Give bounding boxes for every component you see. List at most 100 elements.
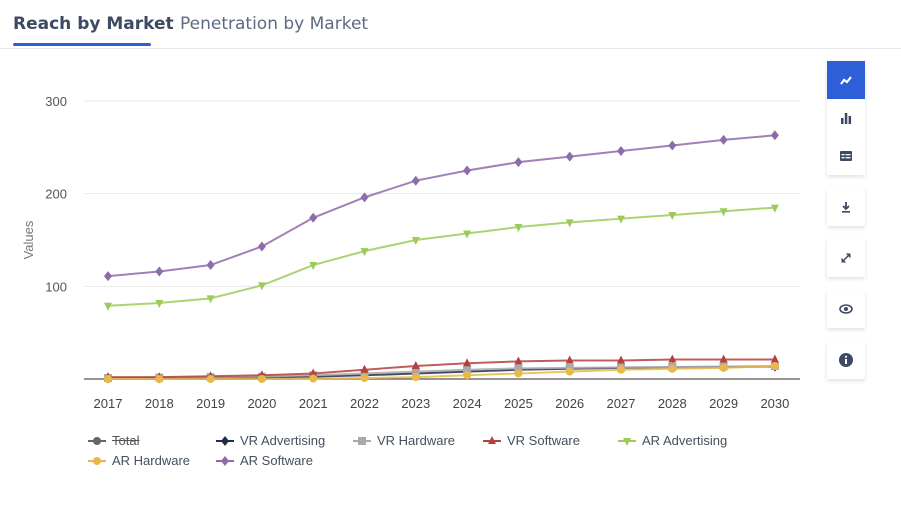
legend-item-vr-hardware[interactable]: VR Hardware (353, 433, 455, 448)
legend-marker-icon (353, 436, 371, 445)
legend-item-ar-hardware[interactable]: AR Hardware (88, 453, 190, 468)
legend-item-ar-software[interactable]: AR Software (216, 453, 313, 468)
data-point-vr-hardware[interactable] (360, 369, 369, 378)
data-point-ar-hardware[interactable] (719, 363, 728, 372)
data-point-ar-hardware[interactable] (565, 367, 574, 376)
data-point-vr-software[interactable] (463, 358, 472, 367)
data-point-vr-software[interactable] (565, 355, 574, 364)
x-tick-label: 2029 (709, 396, 738, 411)
data-point-ar-advertising[interactable] (514, 224, 523, 233)
data-point-ar-software[interactable] (770, 130, 779, 141)
x-tick-label: 2017 (94, 396, 123, 411)
data-point-vr-software[interactable] (617, 355, 625, 364)
data-point-ar-advertising[interactable] (155, 300, 164, 309)
x-tick-label: 2020 (247, 396, 276, 411)
data-point-ar-software[interactable] (155, 266, 164, 277)
legend-marker-icon (618, 437, 636, 446)
data-point-ar-advertising[interactable] (309, 262, 318, 271)
data-point-vr-software[interactable] (770, 354, 779, 363)
data-point-ar-hardware[interactable] (617, 365, 625, 374)
tab-reach-by-market[interactable]: Reach by Market (13, 14, 174, 34)
data-point-vr-software[interactable] (719, 354, 728, 363)
visibility-group (827, 290, 865, 328)
table-button[interactable] (827, 137, 865, 175)
info-button[interactable] (827, 341, 865, 379)
data-point-ar-software[interactable] (309, 212, 318, 223)
series-line-ar-software (107, 134, 775, 278)
line-chart-button[interactable] (827, 61, 865, 99)
data-point-vr-software[interactable] (668, 354, 677, 363)
expand-button[interactable] (827, 239, 865, 277)
data-point-vr-hardware[interactable] (514, 364, 523, 373)
data-point-ar-software[interactable] (206, 260, 215, 271)
data-point-vr-software[interactable] (360, 364, 369, 373)
x-tick-label: 2021 (299, 396, 328, 411)
legend-item-vr-software[interactable]: VR Software (483, 433, 580, 448)
x-tick-label: 2030 (760, 396, 789, 411)
data-point-ar-hardware[interactable] (104, 375, 112, 383)
data-point-ar-advertising[interactable] (565, 219, 574, 228)
data-point-ar-advertising[interactable] (206, 295, 215, 304)
data-point-ar-hardware[interactable] (257, 375, 266, 383)
data-point-vr-hardware[interactable] (411, 367, 420, 376)
data-point-ar-software[interactable] (668, 140, 677, 151)
x-tick-label: 2024 (453, 396, 482, 411)
tab-bar: Reach by Market Penetration by Market (0, 0, 901, 49)
data-point-ar-hardware[interactable] (309, 374, 318, 383)
data-point-ar-software[interactable] (719, 134, 728, 145)
data-point-ar-software[interactable] (104, 271, 112, 282)
data-point-ar-advertising[interactable] (719, 208, 728, 217)
legend-item-total[interactable]: Total (88, 433, 139, 448)
data-point-ar-advertising[interactable] (770, 204, 779, 213)
data-point-ar-advertising[interactable] (360, 248, 369, 257)
tab-penetration-by-market[interactable]: Penetration by Market (180, 14, 369, 34)
table-icon (840, 151, 852, 161)
y-tick-label: 100 (45, 279, 67, 294)
data-point-ar-hardware[interactable] (206, 375, 215, 383)
data-point-ar-hardware[interactable] (411, 373, 420, 382)
legend-marker-icon (216, 455, 234, 466)
legend-label: VR Advertising (240, 433, 326, 448)
download-icon (842, 202, 850, 213)
chart-type-group (827, 61, 865, 175)
data-point-ar-advertising[interactable] (668, 211, 677, 220)
data-point-vr-software[interactable] (514, 356, 523, 365)
x-tick-label: 2027 (607, 396, 636, 411)
data-point-ar-advertising[interactable] (617, 215, 625, 224)
visibility-button[interactable] (827, 290, 865, 328)
data-point-ar-software[interactable] (463, 165, 472, 176)
x-tick-label: 2028 (658, 396, 687, 411)
legend-label: AR Hardware (112, 453, 191, 468)
data-point-ar-hardware[interactable] (668, 364, 677, 373)
data-point-ar-software[interactable] (514, 157, 523, 168)
legend-marker-icon (216, 435, 234, 446)
data-point-ar-advertising[interactable] (463, 230, 472, 239)
data-point-ar-software[interactable] (360, 192, 369, 203)
data-point-ar-hardware[interactable] (514, 369, 523, 378)
legend-label: VR Software (507, 433, 580, 448)
data-point-ar-software[interactable] (617, 146, 625, 157)
expand-icon (841, 253, 851, 263)
legend-item-ar-advertising[interactable]: AR Advertising (618, 433, 727, 448)
info-icon (839, 353, 853, 367)
data-point-ar-hardware[interactable] (360, 374, 369, 383)
data-point-vr-software[interactable] (411, 361, 420, 370)
data-point-ar-hardware[interactable] (770, 362, 779, 371)
data-point-ar-software[interactable] (565, 151, 574, 162)
legend-label: AR Advertising (642, 433, 728, 448)
data-point-ar-software[interactable] (411, 175, 420, 186)
data-point-ar-hardware[interactable] (155, 375, 164, 383)
data-point-ar-software[interactable] (257, 241, 266, 252)
data-point-vr-hardware[interactable] (463, 365, 472, 374)
legend-label: VR Hardware (377, 433, 456, 448)
data-point-ar-advertising[interactable] (257, 282, 266, 291)
legend-item-vr-advertising[interactable]: VR Advertising (216, 433, 325, 448)
bar-chart-button[interactable] (827, 99, 865, 137)
data-point-ar-advertising[interactable] (411, 237, 420, 245)
active-tab-indicator (13, 43, 151, 46)
x-tick-label: 2026 (555, 396, 584, 411)
data-point-ar-hardware[interactable] (463, 371, 472, 380)
data-point-ar-advertising[interactable] (104, 302, 112, 311)
data-point-vr-software[interactable] (309, 368, 318, 377)
download-button[interactable] (827, 188, 865, 226)
